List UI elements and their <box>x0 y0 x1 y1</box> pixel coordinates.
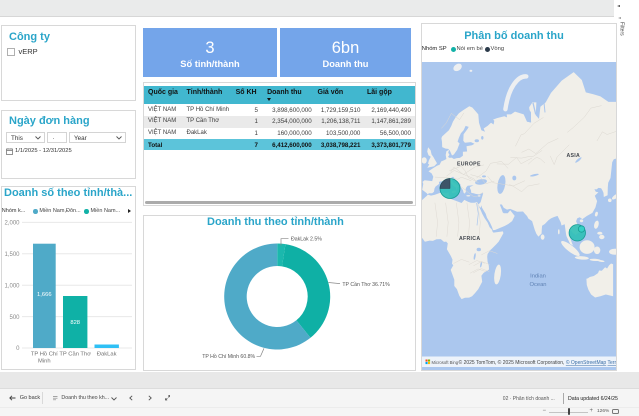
svg-text:Microsoft Bing: Microsoft Bing <box>431 360 458 365</box>
svg-text:500: 500 <box>9 314 20 320</box>
svg-text:828: 828 <box>70 320 80 326</box>
svg-text:0: 0 <box>16 346 20 352</box>
svg-text:1,500: 1,500 <box>4 252 20 258</box>
svg-text:ASIA: ASIA <box>566 153 580 159</box>
svg-text:Ocean: Ocean <box>529 282 546 288</box>
svg-text:AFRICA: AFRICA <box>459 236 480 242</box>
svg-text:EUROPE: EUROPE <box>457 162 481 168</box>
svg-text:2,000: 2,000 <box>4 220 20 226</box>
svg-text:Minh: Minh <box>38 358 51 364</box>
svg-text:TP Hồ Chí: TP Hồ Chí <box>31 351 58 357</box>
svg-text:ĐakLak: ĐakLak <box>97 351 117 357</box>
svg-text:TP Cần Thơ: TP Cần Thơ <box>59 351 91 357</box>
svg-text:© 2025 TomTom, © 2025 Microsof: © 2025 TomTom, © 2025 Microsoft Corporat… <box>458 359 616 366</box>
svg-text:1,000: 1,000 <box>4 283 20 289</box>
svg-text:1,666: 1,666 <box>37 292 52 298</box>
svg-text:Indian: Indian <box>530 274 546 280</box>
